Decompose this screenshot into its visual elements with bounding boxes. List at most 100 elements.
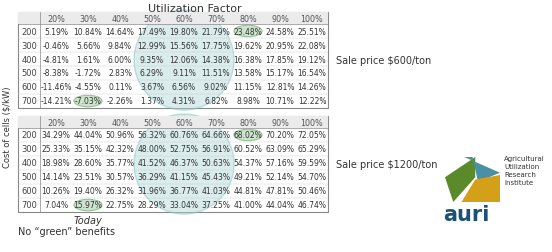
Text: 17.75%: 17.75% (201, 41, 230, 50)
Text: 26.32%: 26.32% (105, 187, 134, 196)
Text: Agricultural
Utilization
Research
Institute: Agricultural Utilization Research Instit… (504, 155, 545, 185)
Text: 12.99%: 12.99% (137, 41, 166, 50)
Text: 44.04%: 44.04% (266, 201, 295, 210)
Ellipse shape (134, 115, 234, 214)
Text: 400: 400 (21, 159, 37, 168)
Text: Sale price $600/ton: Sale price $600/ton (336, 56, 431, 66)
Text: 22.08%: 22.08% (298, 41, 326, 50)
Text: 19.12%: 19.12% (298, 55, 326, 64)
Text: -2.26%: -2.26% (107, 97, 134, 106)
Polygon shape (445, 158, 475, 202)
Text: 28.29%: 28.29% (137, 201, 166, 210)
Ellipse shape (134, 11, 234, 111)
Text: 5.66%: 5.66% (76, 41, 100, 50)
Text: 500: 500 (21, 69, 37, 78)
Text: -7.03%: -7.03% (75, 97, 102, 106)
Text: 40%: 40% (111, 14, 129, 23)
Text: 6.82%: 6.82% (204, 97, 228, 106)
Text: 21.79%: 21.79% (201, 27, 230, 36)
Text: 300: 300 (21, 145, 37, 154)
Bar (18, 13, 328, 109)
Text: 50%: 50% (143, 118, 161, 127)
Text: 64.66%: 64.66% (201, 131, 231, 140)
Text: 41.52%: 41.52% (137, 159, 166, 168)
Text: 70%: 70% (207, 14, 225, 23)
Text: 36.29%: 36.29% (137, 173, 167, 182)
Text: auri: auri (443, 204, 490, 224)
Text: 10.26%: 10.26% (41, 187, 70, 196)
Text: 6.29%: 6.29% (140, 69, 164, 78)
Text: 12.06%: 12.06% (169, 55, 198, 64)
Text: 13.58%: 13.58% (233, 69, 262, 78)
Text: 48.00%: 48.00% (137, 145, 167, 154)
Polygon shape (461, 175, 500, 202)
Text: 41.15%: 41.15% (169, 173, 198, 182)
Text: -11.46%: -11.46% (40, 83, 72, 92)
Text: 400: 400 (21, 55, 37, 64)
Text: 100%: 100% (301, 118, 323, 127)
Text: 14.38%: 14.38% (201, 55, 230, 64)
Text: 16.38%: 16.38% (233, 55, 262, 64)
Text: 20.95%: 20.95% (266, 41, 294, 50)
Bar (18, 13, 328, 25)
Text: -4.55%: -4.55% (75, 83, 102, 92)
Text: 11.15%: 11.15% (233, 83, 262, 92)
Text: -4.81%: -4.81% (43, 55, 70, 64)
Text: Utilization Factor: Utilization Factor (148, 4, 242, 14)
Text: 44.81%: 44.81% (233, 187, 262, 196)
Polygon shape (464, 158, 500, 182)
Ellipse shape (74, 96, 102, 107)
Text: 19.62%: 19.62% (233, 41, 262, 50)
Text: 56.91%: 56.91% (201, 145, 230, 154)
Text: 5.19%: 5.19% (44, 27, 68, 36)
Text: 23.48%: 23.48% (233, 27, 262, 36)
Text: 2.83%: 2.83% (108, 69, 132, 78)
Text: 50.96%: 50.96% (105, 131, 135, 140)
Text: 47.81%: 47.81% (266, 187, 294, 196)
Text: 17.85%: 17.85% (266, 55, 294, 64)
Text: 15.97%: 15.97% (73, 201, 103, 210)
Text: 46.37%: 46.37% (169, 159, 199, 168)
Text: 35.77%: 35.77% (105, 159, 135, 168)
Text: 200: 200 (21, 27, 37, 36)
Text: 17.49%: 17.49% (137, 27, 167, 36)
Text: 90%: 90% (271, 118, 289, 127)
Text: 72.05%: 72.05% (298, 131, 326, 140)
Text: 56.32%: 56.32% (137, 131, 167, 140)
Text: 30%: 30% (79, 14, 97, 23)
Text: 15.56%: 15.56% (169, 41, 198, 50)
Text: Sale price $1200/ton: Sale price $1200/ton (336, 159, 438, 169)
Text: -0.46%: -0.46% (43, 41, 70, 50)
Text: 54.37%: 54.37% (233, 159, 263, 168)
Text: 30.57%: 30.57% (105, 173, 135, 182)
Text: 46.74%: 46.74% (298, 201, 326, 210)
Text: 700: 700 (21, 201, 37, 210)
Text: 4.31%: 4.31% (172, 97, 196, 106)
Text: 10.71%: 10.71% (266, 97, 294, 106)
Text: 600: 600 (21, 187, 37, 196)
Text: 25.51%: 25.51% (298, 27, 326, 36)
Text: 700: 700 (21, 97, 37, 106)
Text: -8.38%: -8.38% (43, 69, 70, 78)
Text: 57.16%: 57.16% (266, 159, 294, 168)
Text: 52.14%: 52.14% (266, 173, 294, 182)
Text: 60%: 60% (175, 14, 193, 23)
Text: 19.40%: 19.40% (73, 187, 103, 196)
Text: 80%: 80% (239, 118, 257, 127)
Text: 90%: 90% (271, 14, 289, 23)
Text: 100%: 100% (301, 14, 323, 23)
Ellipse shape (74, 200, 102, 211)
Text: 18.98%: 18.98% (42, 159, 70, 168)
Text: 200: 200 (21, 131, 37, 140)
Text: 16.54%: 16.54% (298, 69, 326, 78)
Text: 6.00%: 6.00% (108, 55, 132, 64)
Text: 49.21%: 49.21% (233, 173, 262, 182)
Text: 9.84%: 9.84% (108, 41, 132, 50)
Text: 50.46%: 50.46% (298, 187, 326, 196)
Text: 500: 500 (21, 173, 37, 182)
Text: 14.14%: 14.14% (41, 173, 70, 182)
Text: 33.04%: 33.04% (169, 201, 199, 210)
Text: 34.29%: 34.29% (41, 131, 71, 140)
Text: 36.77%: 36.77% (169, 187, 199, 196)
Text: 37.25%: 37.25% (201, 201, 230, 210)
